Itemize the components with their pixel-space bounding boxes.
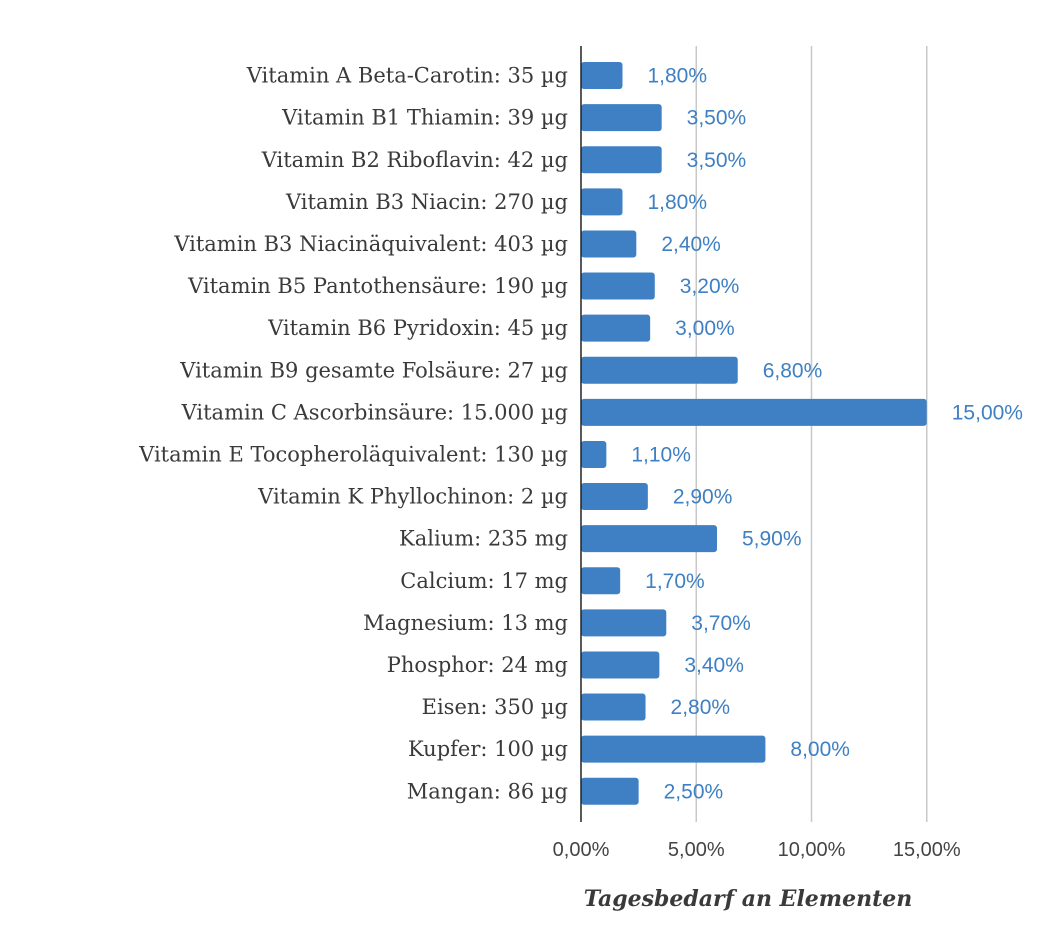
value-label: 2,90% (673, 486, 733, 509)
bar (581, 567, 621, 595)
category-label: Vitamin B6 Pyridoxin: 45 µg (267, 316, 568, 340)
category-label: Vitamin B3 Niacin: 270 µg (285, 190, 568, 214)
bar (581, 272, 655, 300)
x-axis-title: Tagesbedarf an Elementen (584, 886, 912, 912)
bar (581, 609, 667, 637)
category-label: Vitamin B9 gesamte Folsäure: 27 µg (179, 358, 568, 382)
category-label: Eisen: 350 µg (422, 695, 568, 719)
category-label: Kupfer: 100 µg (408, 737, 568, 761)
gridlines (695, 46, 928, 822)
value-label: 8,00% (790, 738, 850, 761)
bar (581, 188, 623, 216)
category-label: Vitamin B2 Riboflavin: 42 µg (261, 148, 568, 172)
bar (581, 483, 648, 511)
x-tick-label: 0,00% (553, 839, 610, 861)
category-label: Calcium: 17 mg (400, 569, 568, 593)
bar (581, 62, 623, 90)
value-label: 1,10% (631, 443, 691, 466)
value-label: 1,70% (645, 570, 705, 593)
value-label: 3,40% (684, 654, 744, 677)
bar (581, 777, 639, 805)
bar (581, 525, 717, 553)
category-labels: Vitamin A Beta-Carotin: 35 µg Vitamin B1 … (138, 64, 568, 804)
value-label: 3,70% (691, 612, 751, 635)
category-label: Mangan: 86 µg (407, 779, 568, 803)
category-label: Phosphor: 24 mg (387, 653, 568, 677)
value-label: 3,50% (687, 107, 747, 130)
x-tick-labels: 0,00% 5,00% 10,00% 15,00% (553, 839, 961, 861)
category-label: Vitamin C Ascorbinsäure: 15.000 µg (181, 400, 568, 424)
bar (581, 398, 927, 426)
value-label: 1,80% (647, 65, 707, 88)
bar (581, 440, 607, 468)
bar (581, 230, 637, 258)
value-labels: 1,80% 3,50% 3,50% 1,80% 2,40% 3,20% 3,00% 6,80%… (631, 65, 1023, 804)
value-label: 5,90% (742, 528, 802, 551)
bar (581, 693, 646, 721)
category-label: Magnesium: 13 mg (363, 611, 568, 635)
value-label: 2,40% (661, 233, 721, 256)
value-label: 3,50% (687, 149, 747, 172)
bars (581, 62, 927, 805)
category-label: Kalium: 235 mg (399, 527, 568, 551)
value-label: 15,00% (952, 401, 1023, 424)
category-label: Vitamin B1 Thiamin: 39 µg (281, 106, 568, 130)
bar (581, 356, 738, 384)
category-label: Vitamin A Beta-Carotin: 35 µg (246, 64, 568, 88)
value-label: 6,80% (763, 359, 823, 382)
bar (581, 314, 651, 342)
value-label: 3,20% (680, 275, 740, 298)
x-tick-label: 5,00% (668, 839, 725, 861)
bar (581, 651, 660, 679)
category-label: Vitamin B5 Pantothensäure: 190 µg (187, 274, 568, 298)
value-label: 2,50% (664, 780, 724, 803)
category-label: Vitamin E Tocopheroläquivalent: 130 µg (138, 442, 568, 466)
category-label: Vitamin K Phyllochinon: 2 µg (257, 485, 568, 509)
value-label: 1,80% (647, 191, 707, 214)
bar (581, 104, 662, 132)
value-label: 2,80% (671, 696, 731, 719)
bar (581, 735, 766, 763)
value-label: 3,00% (675, 317, 735, 340)
x-tick-label: 15,00% (893, 839, 961, 861)
category-label: Vitamin B3 Niacinäquivalent: 403 µg (173, 232, 568, 256)
bar (581, 146, 662, 174)
x-tick-label: 10,00% (778, 839, 846, 861)
